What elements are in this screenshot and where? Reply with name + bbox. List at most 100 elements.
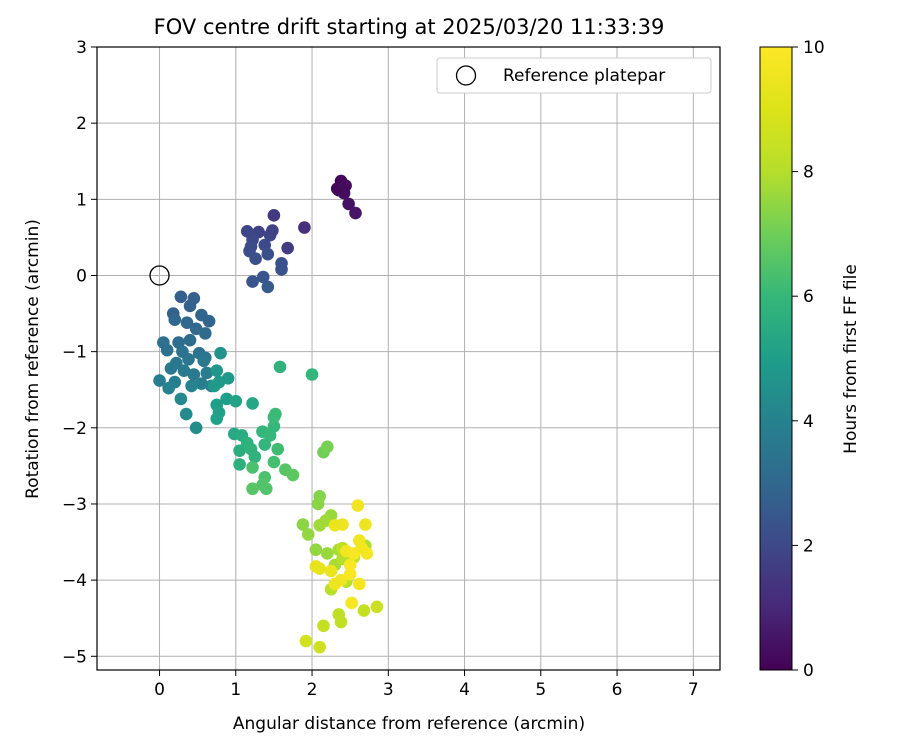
grid-lines (97, 46, 720, 670)
scatter-point (311, 497, 325, 511)
scatter-point (187, 368, 201, 381)
colorbar-tick-label: 10 (803, 38, 825, 58)
scatter-point (324, 564, 338, 578)
scatter-point (153, 374, 166, 387)
scatter-point (200, 366, 214, 380)
y-tick-label: 0 (76, 266, 87, 286)
y-tick-label: −4 (62, 571, 87, 591)
scatter-point (162, 381, 175, 395)
scatter-point (267, 419, 281, 433)
scatter-point (345, 596, 358, 610)
scatter-point (174, 392, 188, 406)
scatter-point (359, 518, 372, 531)
y-tick-label: −3 (62, 495, 87, 515)
y-tick-label: 2 (76, 114, 87, 134)
scatter-point (267, 410, 281, 424)
scatter-point (256, 270, 270, 284)
x-tick-label: 6 (612, 680, 623, 700)
colorbar-tick-label: 4 (803, 412, 814, 432)
colorbar-tick-label: 6 (803, 287, 814, 307)
scatter-point (355, 541, 368, 555)
scatter-point (246, 482, 259, 496)
scatter-point (261, 280, 275, 294)
scatter-point (210, 364, 224, 377)
legend: Reference platepar (436, 57, 712, 94)
x-tick-label: 1 (230, 680, 241, 700)
scatter-point (271, 442, 285, 456)
x-tick-label: 2 (307, 680, 318, 700)
scatter-point (320, 547, 334, 560)
scatter-point (353, 577, 366, 591)
colorbar-label: Hours from first FF file (841, 264, 861, 454)
scatter-point (210, 412, 224, 425)
scatter-point (320, 440, 334, 454)
legend-entry-reference-platepar: Reference platepar (503, 66, 665, 86)
x-tick-label: 7 (688, 680, 699, 700)
reference-platepar-marker (149, 265, 170, 286)
scatter-point (177, 364, 191, 377)
scatter-point (357, 604, 371, 617)
scatter-point (286, 468, 300, 482)
y-axis-ticks: 3 2 1 0 −1 −2 −3 −4 −5 (62, 38, 97, 667)
scatter-point (259, 482, 273, 496)
scatter-point (305, 368, 319, 381)
scatter-point (164, 362, 178, 375)
scatter-point (328, 577, 342, 591)
scatter-point (179, 407, 193, 421)
scatter-point (202, 314, 216, 328)
scatter-point (244, 240, 258, 253)
x-axis-ticks: 0 1 2 3 4 5 6 7 (154, 670, 699, 700)
scatter-point (370, 600, 384, 614)
y-axis-label: Rotation from reference (arcmin) (23, 219, 43, 499)
scatter-point (246, 397, 259, 410)
scatter-point (281, 241, 294, 255)
y-tick-label: 1 (76, 190, 87, 210)
scatter-point (233, 458, 246, 471)
scatter-point (343, 567, 357, 581)
scatter-point (229, 394, 243, 408)
legend-box (436, 57, 712, 94)
scatter-points (149, 174, 384, 654)
scatter-point (309, 560, 323, 573)
scatter-point (296, 518, 310, 531)
colorbar-tick-label: 0 (803, 661, 814, 681)
colorbar: 0 2 4 6 8 10 Hours from first FF file (759, 38, 861, 681)
colorbar-ticks: 0 2 4 6 8 10 (792, 38, 825, 681)
scatter-point (246, 461, 259, 474)
scatter-point (301, 528, 315, 541)
scatter-point (328, 518, 342, 532)
scatter-point (343, 558, 357, 572)
y-tick-label: 3 (76, 38, 87, 58)
scatter-point (334, 615, 348, 629)
scatter-point (351, 499, 365, 512)
scatter-point (266, 224, 279, 237)
x-tick-label: 0 (154, 680, 165, 700)
scatter-point (160, 343, 174, 357)
scatter-point (273, 360, 287, 374)
scatter-point (168, 313, 182, 326)
scatter-point (182, 352, 195, 366)
scatter-point (267, 455, 281, 469)
scatter-point (267, 209, 281, 222)
scatter-point (185, 379, 198, 393)
y-tick-label: −2 (62, 419, 87, 439)
plot-frame (96, 46, 721, 671)
colorbar-gradient (759, 46, 793, 671)
scatter-point (240, 225, 254, 238)
scatter-point (195, 377, 208, 390)
scatter-point (183, 299, 197, 313)
scatter-point (299, 634, 313, 648)
scatter-point (180, 316, 194, 330)
scatter-point (246, 275, 259, 288)
scatter-point (339, 179, 352, 192)
scatter-point (197, 354, 211, 368)
scatter-point (233, 444, 246, 457)
scatter-point (214, 346, 227, 360)
x-axis-label: Angular distance from reference (arcmin) (233, 714, 585, 734)
scatter-point (189, 421, 203, 435)
scatter-point (174, 290, 188, 304)
colorbar-tick-label: 2 (803, 536, 814, 556)
y-tick-label: −1 (62, 343, 87, 363)
scatter-point (342, 197, 355, 211)
